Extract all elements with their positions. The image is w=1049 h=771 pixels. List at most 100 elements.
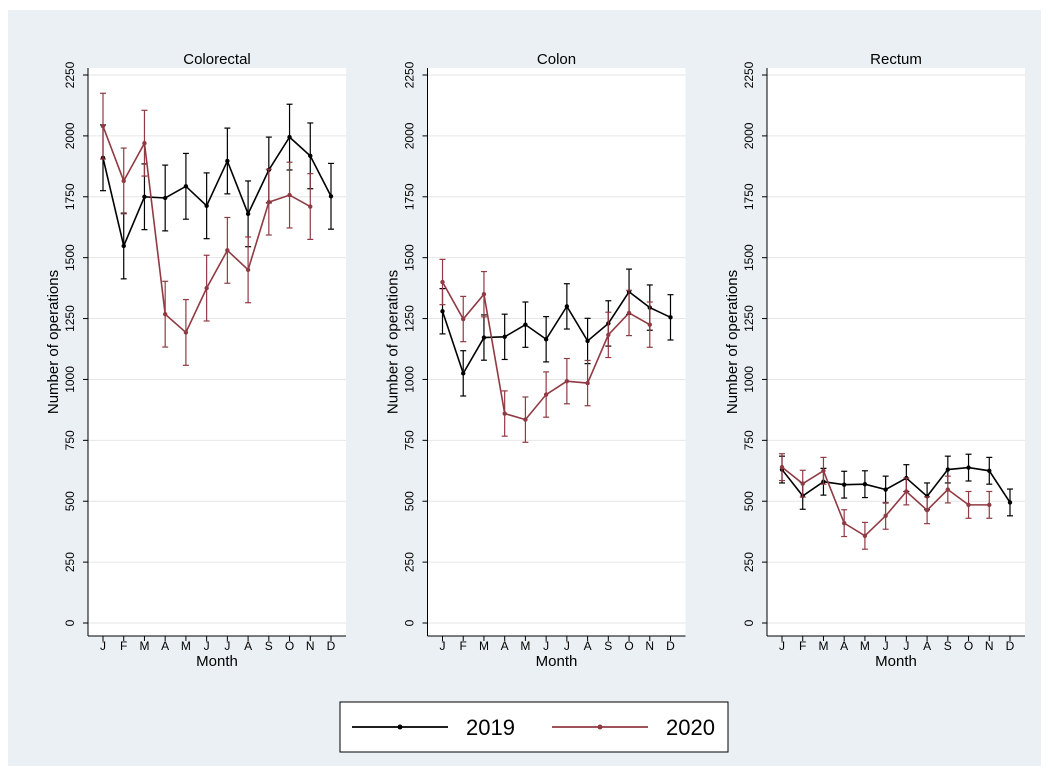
point: [225, 158, 230, 164]
point: [287, 134, 292, 140]
point: [502, 411, 507, 416]
point: [647, 322, 652, 327]
point: [585, 380, 590, 386]
x-tick-label: M: [860, 639, 870, 653]
point: [328, 194, 334, 199]
point: [606, 332, 611, 338]
y-tick-label: 250: [403, 552, 417, 572]
x-axis-label: Month: [196, 653, 238, 670]
point: [481, 292, 487, 297]
point: [841, 482, 847, 487]
point: [266, 199, 272, 205]
x-tick-label: S: [944, 639, 952, 653]
point: [287, 192, 292, 198]
x-tick-label: F: [120, 639, 127, 653]
x-tick-label: D: [327, 639, 336, 653]
point: [987, 502, 992, 508]
point: [987, 468, 992, 473]
point: [945, 487, 951, 492]
point: [461, 371, 466, 376]
point: [585, 338, 590, 344]
y-tick-label: 500: [742, 491, 756, 511]
y-tick-label: 1500: [63, 244, 77, 271]
point: [440, 309, 445, 314]
series-line: [102, 135, 332, 249]
point: [308, 204, 313, 209]
legend-label: 2019: [466, 715, 515, 740]
point: [800, 481, 805, 486]
x-tick-label: J: [204, 639, 210, 653]
x-axis-label: Month: [875, 653, 917, 670]
x-tick-label: J: [883, 639, 889, 653]
point: [883, 513, 888, 519]
point: [204, 285, 209, 291]
y-tick-label: 1000: [63, 366, 77, 393]
y-tick-label: 2000: [742, 122, 756, 149]
y-tick-label: 1750: [403, 183, 417, 210]
y-tick-label: 1250: [63, 305, 77, 332]
point: [543, 392, 549, 397]
point: [966, 465, 971, 470]
point: [183, 330, 189, 335]
point: [841, 520, 847, 526]
x-tick-label: O: [964, 639, 973, 653]
legend-marker: [397, 724, 403, 730]
x-tick-label: J: [543, 639, 549, 653]
y-axis-label: Number of operations: [45, 270, 62, 414]
y-tick-label: 750: [742, 430, 756, 450]
y-tick-label: 500: [403, 491, 417, 511]
plot-area: [88, 68, 346, 636]
point: [821, 468, 826, 473]
point: [204, 203, 209, 208]
point: [142, 140, 147, 146]
y-tick-label: 1500: [403, 244, 417, 271]
x-tick-label: D: [1006, 639, 1015, 653]
x-tick-label: A: [584, 639, 592, 653]
point: [481, 335, 487, 340]
x-tick-label: A: [923, 639, 931, 653]
y-tick-label: 750: [63, 430, 77, 450]
point: [564, 378, 570, 384]
x-tick-label: O: [285, 639, 294, 653]
x-tick-label: J: [100, 639, 106, 653]
point: [564, 304, 570, 309]
series-line: [781, 466, 1011, 503]
point: [245, 211, 251, 217]
point: [966, 502, 971, 508]
point: [183, 184, 189, 189]
y-tick-label: 250: [742, 552, 756, 572]
point: [523, 417, 528, 422]
x-tick-label: J: [440, 639, 446, 653]
y-tick-label: 750: [403, 430, 417, 450]
point: [862, 533, 868, 539]
x-tick-label: N: [306, 639, 315, 653]
y-tick-label: 250: [63, 552, 77, 572]
point: [461, 316, 466, 322]
y-tick-label: 0: [742, 619, 756, 626]
point: [626, 310, 632, 316]
x-tick-label: N: [645, 639, 654, 653]
point: [543, 337, 549, 342]
chart-title: Colon: [537, 51, 576, 68]
x-tick-label: S: [265, 639, 273, 653]
x-tick-label: J: [779, 639, 785, 653]
y-tick-label: 2000: [403, 122, 417, 149]
x-tick-label: A: [244, 639, 252, 653]
point: [162, 311, 168, 317]
chart-title: Rectum: [870, 51, 922, 68]
point: [523, 322, 528, 327]
point: [121, 178, 126, 184]
y-axis-label: Number of operations: [724, 270, 741, 414]
x-tick-label: M: [181, 639, 191, 653]
y-tick-label: 0: [63, 619, 77, 626]
point: [1007, 500, 1013, 505]
y-tick-label: 1250: [742, 305, 756, 332]
x-tick-label: M: [520, 639, 530, 653]
x-tick-label: S: [604, 639, 612, 653]
y-tick-label: 2000: [63, 122, 77, 149]
point: [945, 467, 951, 472]
point: [440, 279, 445, 285]
y-tick-label: 0: [403, 619, 417, 626]
chart-title: Colorectal: [183, 51, 251, 68]
